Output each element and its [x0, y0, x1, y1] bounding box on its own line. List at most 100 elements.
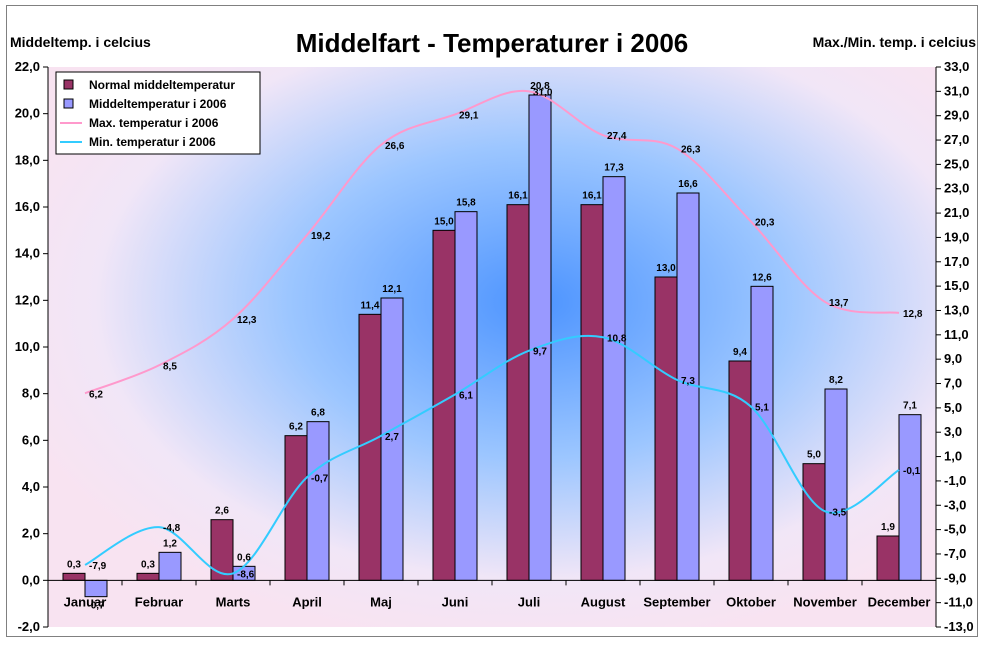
- left-tick-label: 10,0: [15, 339, 40, 354]
- line-data-label: 12,3: [237, 315, 257, 326]
- max-temp-line: [84, 89, 900, 395]
- bar-data-label: 6,2: [289, 422, 303, 433]
- right-tick-label: 25,0: [944, 156, 969, 171]
- bar-data-label: 13,0: [656, 263, 676, 274]
- x-tick-label: Juli: [518, 594, 540, 609]
- chart-title: Middelfart - Temperaturer i 2006: [296, 28, 689, 58]
- line-data-label: 29,1: [459, 110, 479, 121]
- plot-area: [48, 67, 936, 627]
- right-tick-label: -5,0: [944, 522, 966, 537]
- bar-data-label: 16,1: [508, 191, 528, 202]
- x-tick-label: Oktober: [726, 594, 776, 609]
- x-tick-label: Maj: [370, 594, 392, 609]
- left-tick-label: 12,0: [15, 292, 40, 307]
- right-tick-label: 33,0: [944, 59, 969, 74]
- bar-2006-1: [158, 551, 182, 581]
- bar-data-label: 16,6: [678, 179, 698, 190]
- left-tick-label: 0,0: [22, 572, 40, 587]
- bar-data-label: 6,8: [311, 408, 325, 419]
- bar-data-label: 2,6: [215, 506, 229, 517]
- line-data-label: 19,2: [311, 231, 331, 242]
- right-tick-label: -13,0: [944, 619, 974, 634]
- bar-data-label: 0,6: [237, 552, 251, 563]
- bar-data-label: 5,0: [807, 450, 821, 461]
- x-tick-label: September: [643, 594, 710, 609]
- bar-data-label: 12,6: [752, 272, 772, 283]
- x-tick-label: Juni: [442, 594, 469, 609]
- bar-data-label: 11,4: [361, 300, 380, 311]
- bar-normal-0: [62, 572, 86, 581]
- line-data-label: -0,1: [903, 466, 921, 477]
- right-tick-label: 23,0: [944, 181, 969, 196]
- bar-normal-4: [358, 313, 382, 581]
- x-tick-label: Februar: [135, 594, 183, 609]
- x-tick-label: Marts: [216, 594, 251, 609]
- bar-data-label: 1,2: [163, 538, 177, 549]
- x-tick-label: August: [581, 594, 626, 609]
- right-tick-label: -3,0: [944, 497, 966, 512]
- x-tick-label: April: [292, 594, 322, 609]
- right-tick-label: 17,0: [944, 254, 969, 269]
- line-data-label: 13,7: [829, 298, 849, 309]
- right-tick-label: 1,0: [944, 449, 962, 464]
- line-data-label: -7,9: [89, 561, 107, 572]
- bar-data-label: 0,3: [141, 559, 155, 570]
- bar-data-label: 1,9: [881, 522, 895, 533]
- bar-data-label: 12,1: [382, 284, 402, 295]
- line-data-label: -8,6: [237, 569, 255, 580]
- line-data-label: -0,7: [311, 473, 329, 484]
- right-tick-label: 29,0: [944, 108, 969, 123]
- line-data-label: 26,3: [681, 145, 701, 156]
- line-data-label: 20,3: [755, 218, 775, 229]
- right-axis-label: Max./Min. temp. i celcius: [813, 34, 977, 50]
- line-data-label: -3,5: [829, 507, 847, 518]
- right-tick-label: 19,0: [944, 229, 969, 244]
- line-data-label: 6,1: [459, 390, 473, 401]
- legend: Normal middeltemperatur Middeltemperatur …: [55, 71, 261, 155]
- bar-data-label: 7,1: [903, 401, 917, 412]
- bar-data-label: -0,7: [87, 601, 105, 612]
- right-tick-label: 21,0: [944, 205, 969, 220]
- right-tick-label: 5,0: [944, 400, 962, 415]
- legend-entry: Min. temperatur i 2006: [89, 135, 216, 149]
- line-data-label: 27,4: [607, 131, 627, 142]
- left-tick-label: 2,0: [22, 526, 40, 541]
- bar-data-label: 15,8: [456, 198, 476, 209]
- line-data-label: 5,1: [755, 403, 769, 414]
- right-tick-label: 13,0: [944, 302, 969, 317]
- bar-normal-6: [506, 204, 530, 581]
- left-tick-label: 20,0: [15, 106, 40, 121]
- right-tick-label: -11,0: [944, 595, 973, 610]
- axes-group: -2,0 0,0 2,0 4,0 6,0 8,0 10,0 12,0 14,0 16,0 18,0 2…: [15, 59, 974, 634]
- bar-normal-1: [136, 572, 160, 581]
- right-tick-label: 9,0: [944, 351, 962, 366]
- bar-data-label: 9,4: [733, 347, 747, 358]
- right-tick-label: 15,0: [944, 278, 969, 293]
- left-tick-label: 6,0: [22, 432, 40, 447]
- lines-group: [84, 89, 900, 576]
- bars-group: [62, 94, 922, 598]
- x-tick-label: December: [868, 594, 931, 609]
- bar-data-label: 16,1: [582, 191, 602, 202]
- legend-entry: Middeltemperatur i 2006: [89, 97, 227, 111]
- min-temp-line: [84, 334, 900, 576]
- line-data-label: 31,0: [533, 87, 553, 98]
- line-data-label: 26,6: [385, 141, 405, 152]
- line-data-label: 9,7: [533, 347, 547, 358]
- right-tick-label: 31,0: [944, 83, 969, 98]
- bar-data-label: 15,0: [434, 216, 454, 227]
- right-tick-label: 7,0: [944, 376, 962, 391]
- bar-normal-7: [580, 204, 604, 581]
- bar-normal-11: [876, 535, 900, 581]
- left-tick-label: 16,0: [15, 199, 40, 214]
- line-data-label: 12,8: [903, 309, 923, 320]
- legend-box: [55, 71, 261, 155]
- left-tick-label: 14,0: [15, 246, 40, 261]
- line-data-label: 2,7: [385, 432, 399, 443]
- bar-2006-6: [528, 94, 552, 581]
- data-labels-group: 0,3 0,3 2,6 6,2 11,4 15,0 16,1 16,1 13,0 9,4 5,0 1,…: [67, 81, 923, 612]
- left-tick-label: 8,0: [22, 386, 40, 401]
- left-tick-label: -2,0: [18, 619, 40, 634]
- bar-data-label: 8,2: [829, 375, 843, 386]
